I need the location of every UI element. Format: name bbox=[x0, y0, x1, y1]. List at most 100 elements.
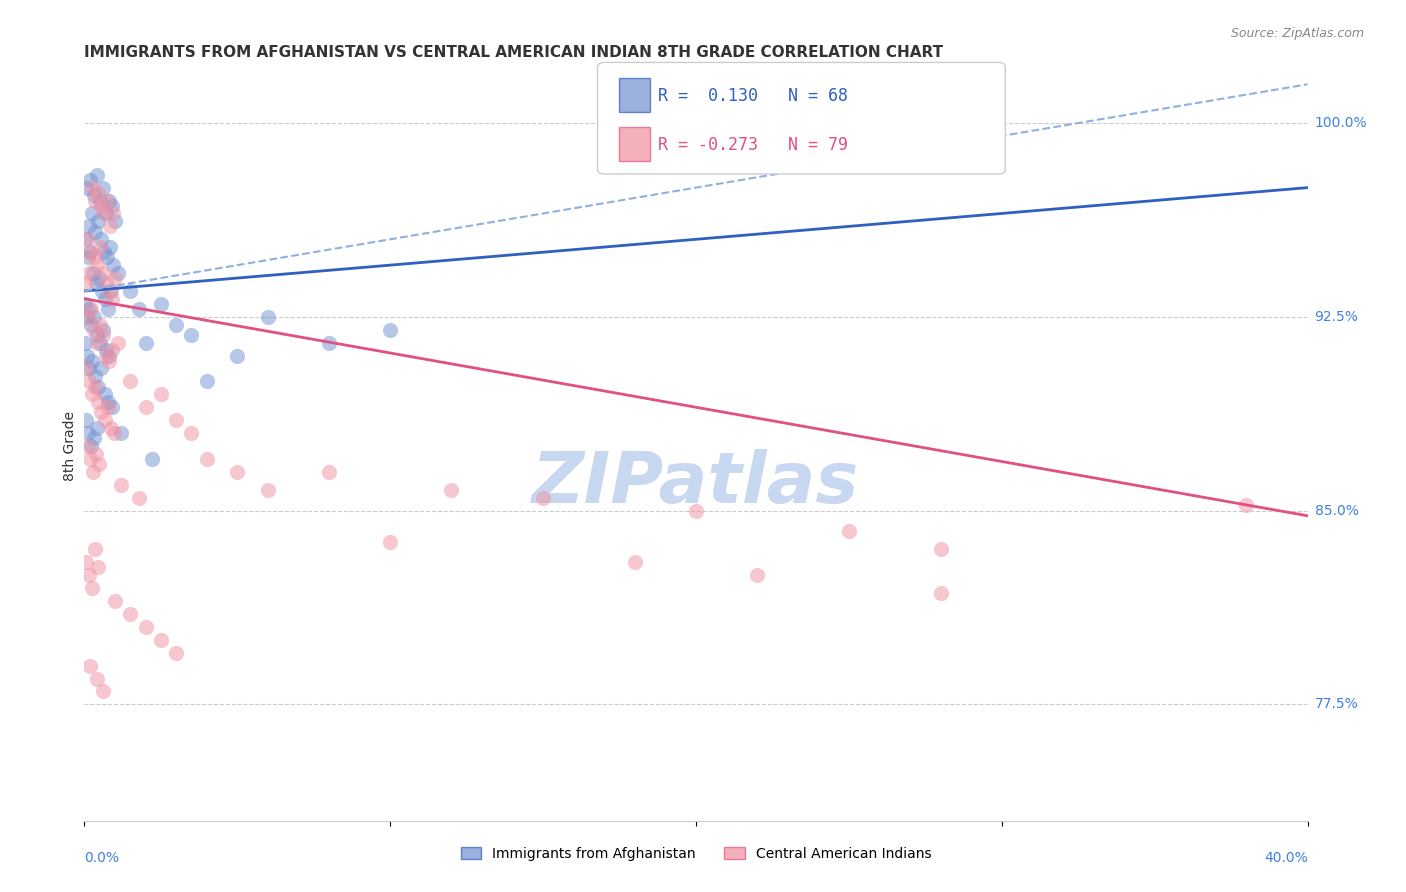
Central American Indians bbox=[83, 542, 105, 557]
Central American Indians bbox=[180, 426, 202, 441]
Immigrants from Afghanistan bbox=[100, 284, 122, 298]
Central American Indians bbox=[97, 401, 120, 415]
Central American Indians bbox=[103, 206, 125, 220]
Immigrants from Afghanistan bbox=[80, 318, 103, 332]
Immigrants from Afghanistan bbox=[226, 349, 249, 363]
Central American Indians bbox=[1236, 499, 1258, 513]
Immigrants from Afghanistan bbox=[103, 258, 125, 272]
Immigrants from Afghanistan bbox=[97, 194, 120, 208]
Immigrants from Afghanistan bbox=[79, 245, 101, 260]
Central American Indians bbox=[838, 524, 860, 539]
Immigrants from Afghanistan bbox=[195, 375, 218, 389]
Central American Indians bbox=[87, 560, 110, 574]
Immigrants from Afghanistan bbox=[128, 301, 150, 316]
Central American Indians bbox=[80, 581, 103, 595]
Immigrants from Afghanistan bbox=[90, 232, 112, 246]
Immigrants from Afghanistan bbox=[87, 214, 110, 228]
Central American Indians bbox=[80, 301, 103, 316]
Central American Indians bbox=[93, 413, 115, 427]
Immigrants from Afghanistan bbox=[93, 245, 115, 260]
Central American Indians bbox=[624, 555, 647, 569]
Central American Indians bbox=[103, 426, 125, 441]
Text: R = -0.273   N = 79: R = -0.273 N = 79 bbox=[658, 136, 848, 154]
Immigrants from Afghanistan bbox=[94, 206, 117, 220]
Central American Indians bbox=[100, 421, 122, 435]
Central American Indians bbox=[83, 323, 105, 337]
Central American Indians bbox=[84, 194, 107, 208]
Central American Indians bbox=[93, 206, 115, 220]
Immigrants from Afghanistan bbox=[135, 335, 157, 350]
Central American Indians bbox=[87, 457, 110, 471]
Central American Indians bbox=[75, 361, 97, 376]
Immigrants from Afghanistan bbox=[86, 168, 108, 182]
Immigrants from Afghanistan bbox=[96, 343, 118, 358]
Immigrants from Afghanistan bbox=[120, 284, 142, 298]
Central American Indians bbox=[104, 271, 127, 285]
Central American Indians bbox=[104, 594, 127, 608]
Immigrants from Afghanistan bbox=[75, 232, 97, 246]
Central American Indians bbox=[257, 483, 280, 497]
Immigrants from Afghanistan bbox=[73, 297, 96, 311]
Immigrants from Afghanistan bbox=[110, 426, 132, 441]
Central American Indians bbox=[76, 232, 98, 246]
Immigrants from Afghanistan bbox=[75, 335, 97, 350]
Immigrants from Afghanistan bbox=[75, 413, 97, 427]
Central American Indians bbox=[149, 387, 172, 401]
Immigrants from Afghanistan bbox=[97, 301, 120, 316]
Immigrants from Afghanistan bbox=[87, 379, 110, 393]
Central American Indians bbox=[96, 349, 118, 363]
Central American Indians bbox=[531, 491, 554, 505]
Central American Indians bbox=[79, 658, 101, 673]
Immigrants from Afghanistan bbox=[79, 173, 101, 187]
Text: Source: ZipAtlas.com: Source: ZipAtlas.com bbox=[1230, 27, 1364, 40]
Central American Indians bbox=[75, 555, 97, 569]
Central American Indians bbox=[929, 586, 952, 600]
Immigrants from Afghanistan bbox=[98, 349, 121, 363]
Central American Indians bbox=[86, 335, 108, 350]
Central American Indians bbox=[91, 684, 114, 698]
Central American Indians bbox=[149, 632, 172, 647]
Immigrants from Afghanistan bbox=[82, 266, 104, 280]
Central American Indians bbox=[135, 620, 157, 634]
Central American Indians bbox=[84, 379, 107, 393]
Central American Indians bbox=[87, 395, 110, 409]
Central American Indians bbox=[226, 465, 249, 479]
Central American Indians bbox=[86, 258, 108, 272]
Immigrants from Afghanistan bbox=[86, 421, 108, 435]
Text: 85.0%: 85.0% bbox=[1315, 504, 1358, 517]
Central American Indians bbox=[128, 491, 150, 505]
Central American Indians bbox=[98, 219, 121, 234]
Immigrants from Afghanistan bbox=[318, 335, 340, 350]
Central American Indians bbox=[82, 387, 104, 401]
Text: 92.5%: 92.5% bbox=[1315, 310, 1358, 324]
Central American Indians bbox=[165, 646, 187, 660]
Central American Indians bbox=[79, 451, 101, 466]
Central American Indians bbox=[89, 318, 111, 332]
Immigrants from Afghanistan bbox=[83, 188, 105, 202]
Text: 0.0%: 0.0% bbox=[84, 851, 120, 864]
Central American Indians bbox=[747, 568, 769, 582]
Central American Indians bbox=[77, 266, 100, 280]
Immigrants from Afghanistan bbox=[86, 327, 108, 342]
Immigrants from Afghanistan bbox=[101, 401, 124, 415]
Immigrants from Afghanistan bbox=[76, 426, 98, 441]
Immigrants from Afghanistan bbox=[91, 284, 114, 298]
Immigrants from Afghanistan bbox=[76, 180, 98, 194]
Immigrants from Afghanistan bbox=[149, 297, 172, 311]
Central American Indians bbox=[77, 310, 100, 324]
Immigrants from Afghanistan bbox=[180, 327, 202, 342]
Central American Indians bbox=[380, 534, 402, 549]
Immigrants from Afghanistan bbox=[76, 310, 98, 324]
Central American Indians bbox=[87, 186, 110, 200]
Central American Indians bbox=[96, 194, 118, 208]
Immigrants from Afghanistan bbox=[94, 292, 117, 306]
Immigrants from Afghanistan bbox=[83, 431, 105, 445]
Text: ZIPatlas: ZIPatlas bbox=[533, 449, 859, 518]
Text: 100.0%: 100.0% bbox=[1315, 116, 1367, 130]
Central American Indians bbox=[120, 375, 142, 389]
Central American Indians bbox=[77, 568, 100, 582]
Immigrants from Afghanistan bbox=[380, 323, 402, 337]
Central American Indians bbox=[91, 327, 114, 342]
Central American Indians bbox=[440, 483, 463, 497]
Legend: Immigrants from Afghanistan, Central American Indians: Immigrants from Afghanistan, Central Ame… bbox=[456, 841, 936, 866]
